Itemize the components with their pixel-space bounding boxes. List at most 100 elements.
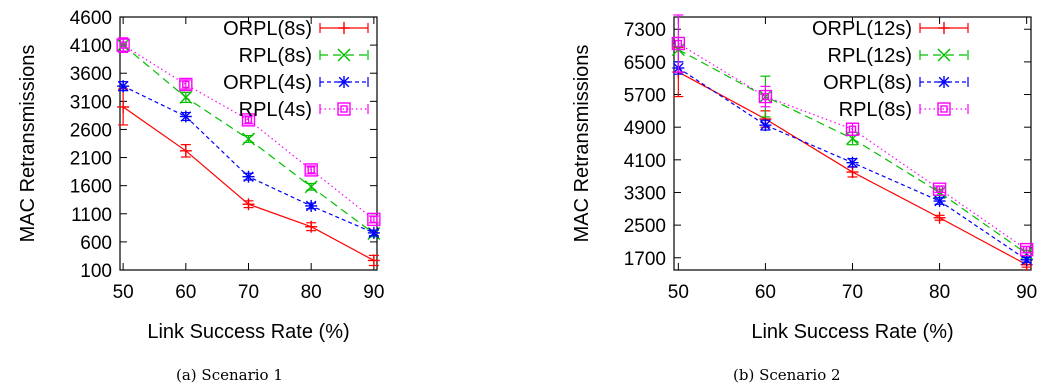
- data-point: [933, 195, 946, 208]
- legend-label: RPL(12s): [828, 45, 912, 67]
- y-tick-label: 4900: [624, 118, 666, 139]
- chart-scenario-2: 1700 2500 3300 4100 4900 5700 6500 7300 50 60 70 80…: [571, 14, 1037, 384]
- data-point: [759, 119, 772, 132]
- data-point: [933, 211, 946, 224]
- data-point: [179, 77, 193, 92]
- legend-errorbar-caps: [919, 23, 969, 33]
- x-axis-label: Link Success Rate (%): [147, 321, 349, 343]
- data-point: [932, 182, 947, 196]
- legend-entry: ORPL(8s): [223, 18, 369, 40]
- legend-marker: [938, 76, 950, 88]
- legend-entry: ORPL(12s): [812, 18, 969, 40]
- error-bar: [118, 37, 129, 54]
- y-tick-label: 600: [80, 233, 112, 254]
- data-point: [367, 226, 380, 239]
- chart-scenario-1: 100 600 1100 1600 2100 2600 3100 3600 4100 4600 50…: [17, 8, 384, 384]
- data-point: [116, 38, 130, 52]
- legend-marker: [937, 102, 951, 116]
- data-point: [179, 110, 192, 123]
- series-ORPL(4s): [117, 80, 380, 239]
- data-point: [117, 100, 130, 113]
- legend-marker: [338, 22, 350, 34]
- y-tick-label: 4100: [70, 36, 112, 57]
- legend-label: ORPL(8s): [823, 72, 912, 94]
- data-point: [117, 80, 130, 93]
- y-tick-label: 2100: [70, 149, 112, 170]
- x-tick-label: 80: [929, 282, 950, 303]
- series-line: [122, 44, 375, 220]
- y-tick-label: 2500: [624, 216, 666, 237]
- data-point: [305, 199, 318, 212]
- data-point: [845, 122, 860, 136]
- legend-marker: [938, 22, 950, 34]
- series-RPL(8s): [671, 14, 1034, 257]
- legend-entry: ORPL(4s): [223, 72, 369, 94]
- legend-label: RPL(8s): [239, 45, 312, 67]
- x-tick-label: 90: [1016, 282, 1037, 303]
- legend-label: ORPL(8s): [223, 18, 312, 40]
- series-ORPL(8s): [117, 88, 380, 267]
- x-tick-label: 80: [301, 282, 322, 303]
- data-point: [179, 144, 192, 157]
- data-point: [846, 156, 859, 169]
- series-ORPL(8s): [672, 61, 1033, 266]
- legend-marker: [937, 48, 951, 62]
- legend-errorbar-caps: [919, 104, 969, 114]
- x-tick-label: 60: [175, 282, 196, 303]
- x-tick-label: 50: [668, 282, 689, 303]
- y-tick-label: 3600: [70, 64, 112, 85]
- data-point: [242, 198, 255, 211]
- data-point: [241, 113, 256, 127]
- data-point: [1019, 242, 1034, 257]
- data-point: [304, 163, 318, 177]
- legend-marker: [337, 48, 351, 62]
- data-point: [179, 90, 193, 104]
- series-line: [122, 106, 375, 261]
- legend-label: ORPL(12s): [812, 18, 912, 40]
- series-RPL(4s): [116, 37, 381, 227]
- legend-marker: [337, 102, 351, 116]
- x-tick-label: 50: [113, 282, 134, 303]
- error-bar: [760, 85, 771, 108]
- x-axis-label: Link Success Rate (%): [751, 321, 953, 343]
- error-bar: [673, 14, 684, 73]
- legend-label: RPL(4s): [239, 99, 312, 121]
- y-tick-label: 3300: [624, 183, 666, 204]
- y-tick-label: 4100: [624, 151, 666, 172]
- legend-entry: RPL(8s): [839, 99, 969, 121]
- chart-caption: (b) Scenario 2: [733, 366, 841, 384]
- x-tick-label: 70: [238, 282, 259, 303]
- x-tick-label: 70: [842, 282, 863, 303]
- data-point: [242, 170, 255, 183]
- legend-errorbar-caps: [919, 77, 969, 87]
- y-tick-label: 7300: [624, 20, 666, 41]
- legend-entry: RPL(8s): [239, 45, 369, 67]
- legend-entry: RPL(12s): [828, 45, 969, 67]
- data-point: [304, 180, 318, 194]
- legend-errorbar-caps: [319, 50, 369, 60]
- y-tick-label: 1100: [71, 205, 112, 226]
- series-RPL(12s): [671, 36, 1034, 261]
- data-point: [367, 254, 380, 267]
- data-point: [758, 89, 773, 104]
- legend-entry: ORPL(8s): [823, 72, 969, 94]
- y-tick-label: 6500: [624, 53, 666, 74]
- y-axis-label: MAC Retransmissions: [17, 45, 39, 243]
- data-point: [671, 36, 686, 51]
- legend-errorbar-caps: [319, 77, 369, 87]
- y-axis-label: MAC Retransmissions: [571, 45, 593, 243]
- legend-marker: [338, 76, 350, 88]
- chart-caption: (a) Scenario 1: [176, 366, 283, 384]
- y-tick-label: 4600: [70, 8, 112, 29]
- y-tick-label: 3100: [70, 92, 112, 113]
- legend-label: ORPL(4s): [223, 72, 312, 94]
- y-tick-label: 100: [80, 261, 112, 282]
- x-tick-label: 60: [755, 282, 776, 303]
- x-tick-label: 90: [363, 282, 384, 303]
- legend-errorbar-caps: [319, 23, 369, 33]
- y-tick-label: 2600: [70, 120, 112, 141]
- data-point: [367, 212, 381, 227]
- legend-errorbar-caps: [319, 104, 369, 114]
- legend-entry: RPL(4s): [239, 99, 369, 121]
